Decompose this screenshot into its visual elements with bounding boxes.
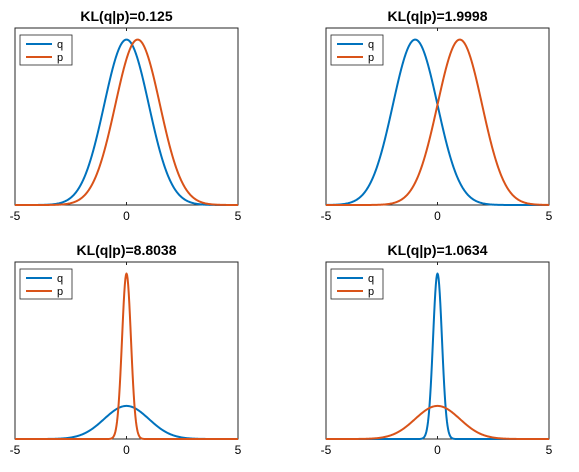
series-line-p: [14, 272, 239, 440]
plot-title: KL(q|p)=0.125: [80, 8, 172, 24]
x-tick-label: 5: [546, 443, 553, 457]
x-tick-label: -5: [321, 209, 332, 223]
x-tick-label: -5: [10, 209, 21, 223]
legend: qp: [19, 34, 73, 66]
legend-label-q: q: [368, 39, 374, 51]
plot-title: KL(q|p)=1.0634: [387, 242, 487, 258]
x-tick-label: 5: [235, 209, 242, 223]
legend-label-p: p: [57, 52, 63, 64]
subplot-2: KL(q|p)=1.9998 -5 0 5 qp: [321, 8, 553, 223]
legend: qp: [330, 34, 384, 66]
legend-label-p: p: [368, 52, 374, 64]
legend-box: [19, 268, 73, 300]
x-tick-label: 5: [546, 209, 553, 223]
legend-label-p: p: [368, 286, 374, 298]
legend-label-q: q: [57, 39, 63, 51]
x-tick-label: 5: [235, 443, 242, 457]
legend-label-q: q: [57, 273, 63, 285]
subplot-4: KL(q|p)=1.0634 -5 0 5 qp: [321, 242, 553, 457]
legend-box: [19, 34, 73, 66]
legend-box: [330, 34, 384, 66]
x-tick-label: 0: [434, 443, 441, 457]
series-line-p: [325, 38, 550, 206]
legend: qp: [330, 268, 384, 300]
x-tick-label: -5: [10, 443, 21, 457]
x-tick-label: 0: [434, 209, 441, 223]
x-tick-label: 0: [123, 443, 130, 457]
subplot-3: KL(q|p)=8.8038 -5 0 5 qp: [10, 242, 242, 457]
legend-label-q: q: [368, 273, 374, 285]
subplot-1: KL(q|p)=0.125 -5 0 5 qp: [10, 8, 242, 223]
series-line-p: [14, 38, 239, 206]
legend-label-p: p: [57, 286, 63, 298]
x-tick-label: -5: [321, 443, 332, 457]
legend: qp: [19, 268, 73, 300]
x-tick-label: 0: [123, 209, 130, 223]
legend-box: [330, 268, 384, 300]
series-line-p: [325, 404, 550, 440]
plot-title: KL(q|p)=8.8038: [76, 242, 176, 258]
plot-title: KL(q|p)=1.9998: [387, 8, 487, 24]
